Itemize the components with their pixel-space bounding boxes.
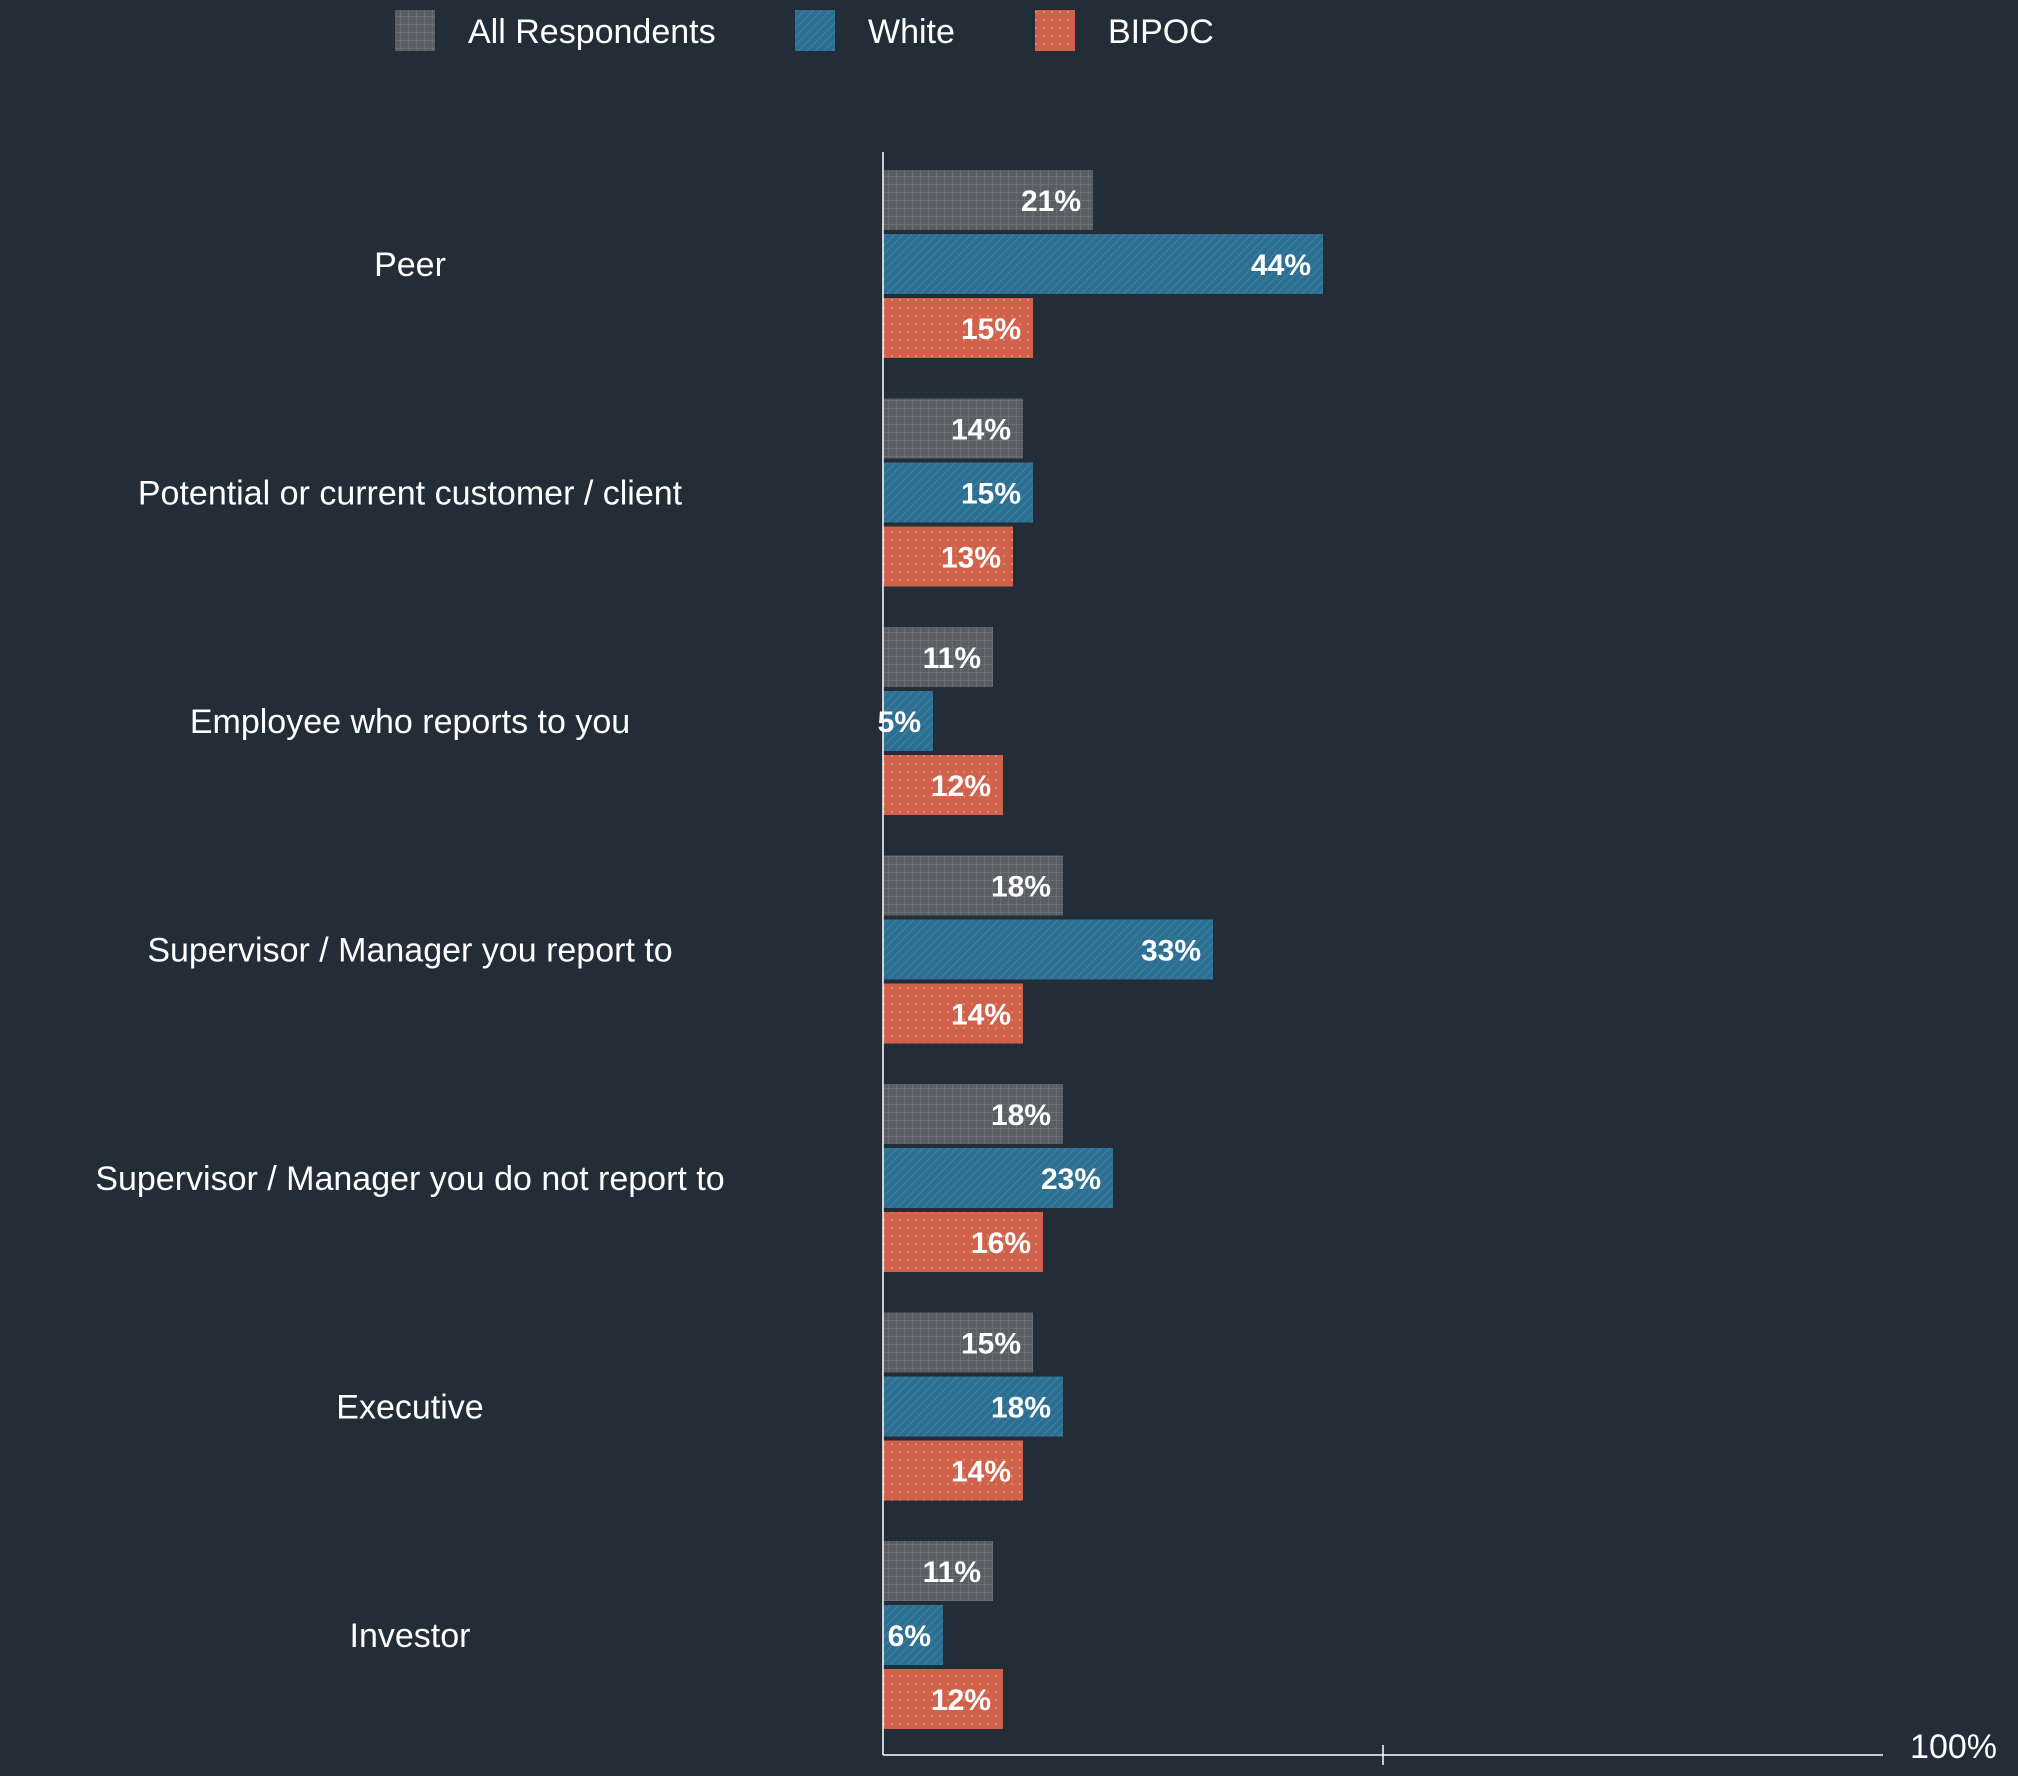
bar	[883, 1084, 1063, 1144]
category-label: Supervisor / Manager you report to	[147, 932, 672, 970]
bar	[883, 855, 1063, 916]
category-label: Executive	[336, 1389, 483, 1427]
bar	[883, 234, 1323, 294]
axes: 100%	[882, 152, 1997, 1766]
category-label: Peer	[374, 246, 446, 284]
x-tick-label: 100%	[1910, 1728, 1997, 1766]
data-label: 14%	[951, 414, 1011, 447]
category-label: Supervisor / Manager you do not report t…	[95, 1160, 724, 1198]
data-label: 13%	[941, 542, 1001, 575]
data-label: 33%	[1141, 935, 1201, 968]
legend-label-1: White	[868, 13, 955, 51]
bar	[883, 1440, 1023, 1501]
data-label: 44%	[1251, 249, 1311, 282]
bar	[883, 983, 1023, 1044]
category-label: Potential or current customer / client	[138, 475, 683, 513]
bar	[883, 755, 1003, 815]
bar	[883, 1669, 1003, 1729]
bar	[883, 170, 1093, 230]
category-labels: Peer Potential or current customer / clie…	[95, 246, 724, 1655]
data-label: 15%	[961, 1328, 1021, 1361]
legend-swatch-2	[1035, 10, 1075, 51]
data-label: 12%	[931, 1684, 991, 1717]
bar	[883, 1376, 1063, 1437]
data-label: 23%	[1041, 1163, 1101, 1196]
bar	[883, 1212, 1043, 1272]
legend-swatch-1	[795, 10, 835, 51]
legend-label-0: All Respondents	[468, 13, 716, 51]
legend-label-2: BIPOC	[1108, 13, 1214, 51]
data-label: 5%	[878, 706, 921, 739]
data-label: 14%	[951, 999, 1011, 1032]
bar	[883, 691, 933, 751]
bar	[883, 1148, 1113, 1208]
data-label: 11%	[923, 642, 981, 675]
data-label: 15%	[961, 313, 1021, 346]
data-label: 18%	[991, 871, 1051, 904]
data-label: 16%	[971, 1227, 1031, 1260]
bar	[883, 1605, 943, 1665]
bar	[883, 462, 1033, 523]
data-label: 6%	[888, 1620, 931, 1653]
bars: 21%44%15%14%15%13%11%5%12%18%33%14%18%23…	[878, 170, 1323, 1729]
bar	[883, 398, 1023, 459]
category-label: Employee who reports to you	[190, 703, 630, 741]
bar	[883, 919, 1213, 980]
legend-swatch-0	[395, 10, 435, 51]
category-label: Investor	[350, 1617, 471, 1655]
bar	[883, 627, 993, 687]
data-label: 18%	[991, 1392, 1051, 1425]
data-label: 21%	[1021, 185, 1081, 218]
bar	[883, 526, 1013, 587]
bar	[883, 1312, 1033, 1373]
data-label: 14%	[951, 1456, 1011, 1489]
data-label: 15%	[961, 478, 1021, 511]
legend: All Respondents White BIPOC	[395, 10, 1214, 51]
bar	[883, 1541, 993, 1601]
bar	[883, 298, 1033, 358]
data-label: 12%	[931, 770, 991, 803]
data-label: 11%	[923, 1556, 981, 1589]
data-label: 18%	[991, 1099, 1051, 1132]
